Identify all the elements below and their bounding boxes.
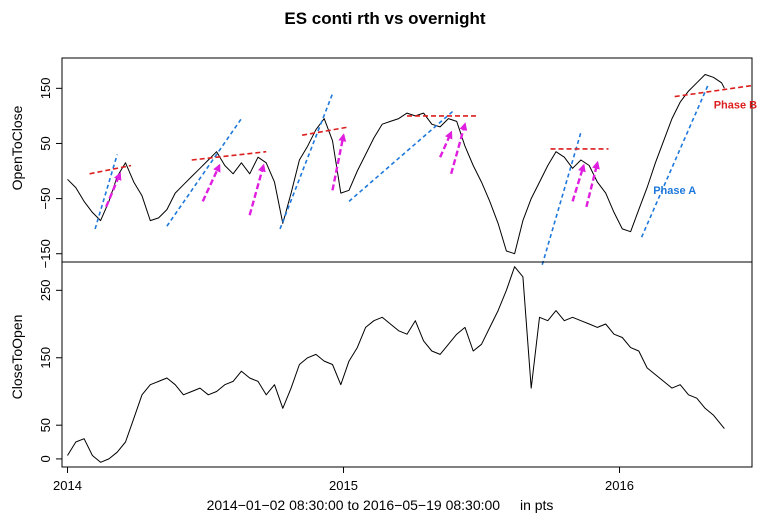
top-y-axis-label: OpenToClose	[9, 105, 25, 190]
x-tick-label: 2016	[605, 478, 634, 493]
y-tick-label: −150	[38, 239, 53, 268]
annotation-label: Phase A	[653, 185, 696, 197]
x-tick-label: 2014	[53, 478, 82, 493]
dashed-arrow	[331, 133, 347, 191]
y-tick-label: 50	[38, 418, 53, 432]
trend-line	[541, 132, 582, 265]
annotation-label: Phase B	[714, 100, 757, 112]
dashed-arrow	[201, 163, 221, 202]
trend-line	[279, 93, 334, 230]
dashed-arrow	[450, 122, 468, 175]
trend-line	[94, 154, 118, 230]
x-axis: 2014 2015 2016	[53, 467, 634, 493]
y-tick-label: −50	[38, 188, 53, 210]
y-tick-label: 50	[38, 136, 53, 150]
resistance-line	[89, 164, 132, 175]
bottom-y-axis-label: CloseToOpen	[9, 315, 25, 400]
x-tick-label: 2015	[329, 478, 358, 493]
bottom-panel: 0 50 150 250	[38, 261, 753, 468]
y-tick-label: 250	[38, 279, 53, 301]
chart-title: ES conti rth vs overnight	[284, 9, 486, 28]
x-axis-label: 2014−01−02 08:30:00 to 2016−05−19 08:30:…	[207, 497, 554, 513]
dashed-arrow	[571, 163, 586, 202]
x-axis-unit: in pts	[520, 497, 553, 513]
trend-line	[640, 85, 709, 238]
series-line	[67, 74, 725, 255]
top-panel: −150 −50 50 150 Phase A Phase B	[38, 57, 757, 268]
dashed-arrow	[439, 130, 453, 158]
y-tick-label: 150	[38, 77, 53, 99]
x-axis-range: 2014−01−02 08:30:00 to 2016−05−19 08:30:…	[207, 497, 501, 513]
y-tick-label: 0	[38, 455, 53, 462]
resistance-line	[301, 126, 350, 136]
dashed-arrow	[585, 160, 600, 208]
series-line	[67, 266, 725, 463]
y-tick-label: 150	[38, 347, 53, 369]
resistance-line	[191, 150, 267, 161]
resistance-line	[674, 84, 753, 98]
panel-frame	[61, 261, 753, 468]
dashed-arrow	[105, 171, 122, 208]
panel-frame	[61, 57, 753, 263]
dashed-arrow	[248, 163, 266, 216]
trend-line	[348, 109, 455, 202]
trend-line	[166, 118, 243, 227]
